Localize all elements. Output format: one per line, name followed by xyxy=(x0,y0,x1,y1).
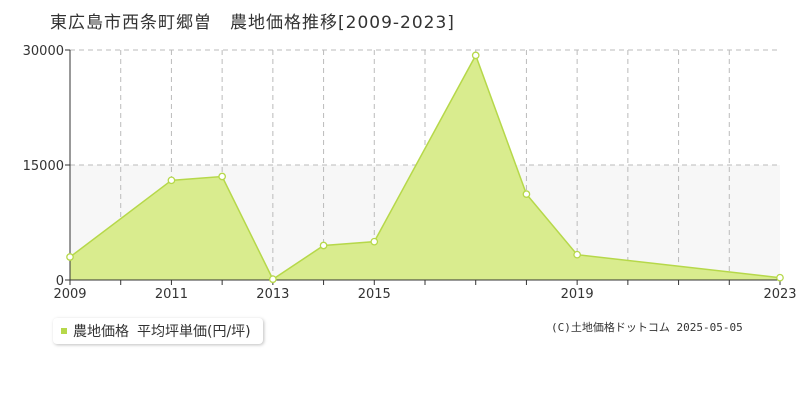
data-point xyxy=(167,176,176,185)
chart-title: 東広島市西条町郷曽 農地価格推移[2009-2023] xyxy=(50,13,455,33)
x-tick-label: 2019 xyxy=(561,287,594,302)
x-tick-label: 2009 xyxy=(53,287,86,302)
x-tick-label: 2015 xyxy=(358,287,391,302)
data-point xyxy=(370,237,379,246)
y-tick-label: 30000 xyxy=(23,44,64,59)
legend-label: 農地価格 xyxy=(73,324,129,340)
legend-unit: 平均坪単価(円/坪) xyxy=(137,324,251,340)
data-point xyxy=(776,273,784,282)
data-point xyxy=(218,172,226,181)
data-point xyxy=(573,250,581,259)
data-point xyxy=(319,241,328,250)
legend-swatch-icon xyxy=(61,328,67,334)
series-area xyxy=(70,55,780,280)
x-tick-label: 2023 xyxy=(763,287,796,302)
data-point xyxy=(66,253,74,261)
data-point xyxy=(522,190,531,198)
x-tick-label: 2013 xyxy=(256,287,289,302)
x-tick-label: 2011 xyxy=(155,287,188,302)
y-tick-label: 15000 xyxy=(23,159,64,174)
y-tick-label: 0 xyxy=(56,274,64,289)
data-point xyxy=(269,275,277,284)
data-point xyxy=(471,51,480,60)
copyright-credit: (C)土地価格ドットコム 2025-05-05 xyxy=(551,321,743,334)
series-line xyxy=(69,53,781,281)
legend: 農地価格 平均坪単価(円/坪) xyxy=(53,318,263,344)
